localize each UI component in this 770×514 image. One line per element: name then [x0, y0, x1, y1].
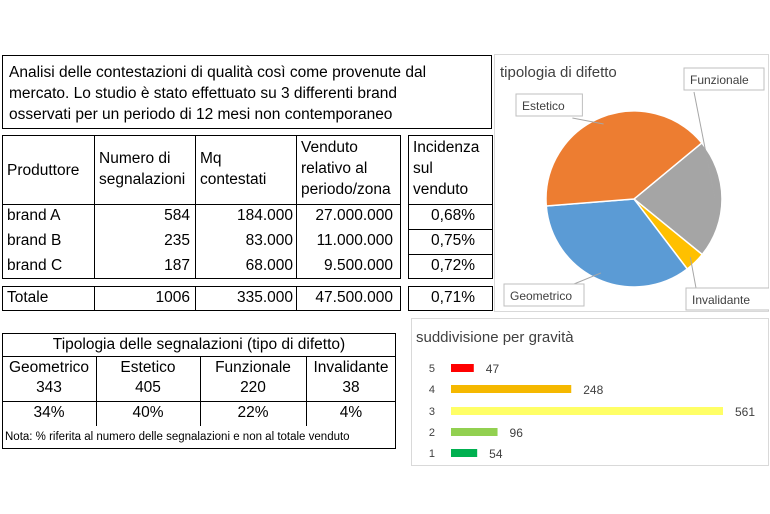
totale-segnalazioni: 1006 [155, 289, 190, 306]
tipologia-name: Funzionale [215, 359, 291, 376]
mq-value: 184.000 [236, 207, 293, 224]
body-frame [296, 204, 401, 279]
totale-incidenza: 0,71% [431, 289, 475, 306]
pie-slice-estetico [545, 110, 703, 207]
mq-value: 83.000 [245, 232, 293, 249]
header-incidenza-line: venduto [413, 181, 469, 198]
divider [96, 356, 97, 426]
header-segnalazioni-line: Numero di [99, 150, 171, 167]
divider [2, 356, 396, 357]
tipologia-frame [2, 333, 396, 449]
brand-name: brand C [7, 257, 63, 274]
tipologia-title: Tipologia delle segnalazioni (tipo di di… [52, 336, 346, 353]
bar-category-label: 4 [429, 384, 435, 396]
tipologia-name: Invalidante [313, 359, 389, 376]
pie-slice-geometrico [545, 198, 689, 288]
bar-category-label: 5 [429, 363, 435, 375]
pie-label-funzionale: Funzionale [690, 73, 749, 87]
bar-value-label: 54 [489, 447, 503, 461]
bar-chart-frame [411, 318, 769, 466]
header-incidenza-line: sul [413, 160, 433, 177]
pie-label-invalidante: Invalidante [692, 293, 750, 307]
segnalazioni-value: 235 [164, 232, 190, 249]
tipologia-name: Estetico [120, 359, 176, 376]
totale-cell [408, 286, 493, 311]
tipologia-count: 343 [36, 379, 62, 396]
pie-label-box [515, 93, 583, 117]
incidenza-value: 0,75% [431, 232, 475, 249]
pie-chart-frame [494, 54, 769, 312]
bar-2 [451, 428, 498, 436]
pie-slice-funzionale [632, 141, 723, 256]
header-produttore: Produttore [7, 162, 80, 179]
pie-leader-line [573, 272, 602, 285]
pie-chart-title: tipologia di difetto [500, 64, 617, 81]
intro-line: mercato. Lo studio è stato effettuato su… [9, 85, 398, 102]
totale-mq: 335.000 [236, 289, 293, 306]
incidenza-value: 0,72% [431, 257, 475, 274]
divider [2, 401, 396, 402]
intro-text-box: Analisi delle contestazioni di qualità c… [2, 55, 492, 129]
pie-label-estetico: Estetico [522, 99, 565, 113]
totale-venduto: 47.500.000 [315, 289, 393, 306]
bar-chart: 5 47 4 248 3 561 2 96 1 54 [429, 362, 755, 461]
bar-3 [451, 407, 723, 415]
bar-category-label: 1 [429, 448, 435, 460]
bar-value-label: 96 [510, 426, 524, 440]
pie-label-box [683, 67, 765, 91]
header-mq-line: contestati [200, 171, 267, 188]
pie-label-box [503, 283, 585, 307]
mq-value: 68.000 [245, 257, 293, 274]
pie-leader-line [693, 91, 716, 199]
bar-1 [451, 449, 478, 457]
intro-line: osservati per un periodo di 12 mesi non … [9, 106, 393, 123]
tipologia-pct: 40% [132, 404, 164, 421]
divider [200, 356, 201, 426]
bar-value-label: 47 [486, 362, 500, 376]
brand-name: brand B [7, 232, 62, 249]
totale-label: Totale [7, 289, 49, 306]
divider [306, 356, 307, 426]
venduto-value: 11.000.000 [316, 232, 393, 249]
header-venduto-line: periodo/zona [301, 181, 391, 198]
bar-value-label: 248 [583, 383, 603, 397]
incidenza-value: 0,68% [431, 207, 475, 224]
bar-4 [451, 385, 572, 393]
tipologia-pct: 22% [237, 404, 269, 421]
segnalazioni-value: 187 [164, 257, 190, 274]
tipologia-note: Nota: % riferita al numero delle segnala… [5, 431, 350, 443]
bar-value-label: 561 [735, 405, 755, 419]
pie-chart: Estetico Funzionale Invalidante Geometrico [503, 67, 769, 311]
pie-leader-line [689, 257, 697, 289]
pie-label-box [685, 287, 769, 311]
segnalazioni-value: 584 [164, 207, 190, 224]
header-venduto-line: Venduto [301, 139, 358, 156]
pie-leader-line [572, 117, 604, 125]
venduto-value: 9.500.000 [324, 257, 393, 274]
tipologia-count: 38 [342, 379, 360, 396]
tipologia-pct: 34% [33, 404, 65, 421]
bar-chart-title: suddivisione per gravità [416, 329, 574, 346]
tipologia-count: 405 [135, 379, 161, 396]
bar-category-label: 2 [429, 427, 435, 439]
tipologia-name: Geometrico [8, 359, 90, 376]
header-venduto-line: relativo al [301, 160, 368, 177]
tipologia-count: 220 [240, 379, 266, 396]
bar-5 [451, 364, 474, 372]
totale-cell [296, 286, 401, 311]
venduto-value: 27.000.000 [315, 207, 393, 224]
bar-category-label: 3 [429, 406, 435, 418]
header-mq-line: Mq [200, 150, 222, 167]
tipologia-pct: 4% [339, 404, 363, 421]
pie-label-geometrico: Geometrico [510, 289, 572, 303]
brand-name: brand A [7, 207, 61, 224]
header-incidenza-line: Incidenza [413, 139, 480, 156]
incidenza-cell [408, 254, 493, 279]
intro-line: Analisi delle contestazioni di qualità c… [9, 64, 427, 81]
header-segnalazioni-line: segnalazioni [99, 171, 186, 188]
